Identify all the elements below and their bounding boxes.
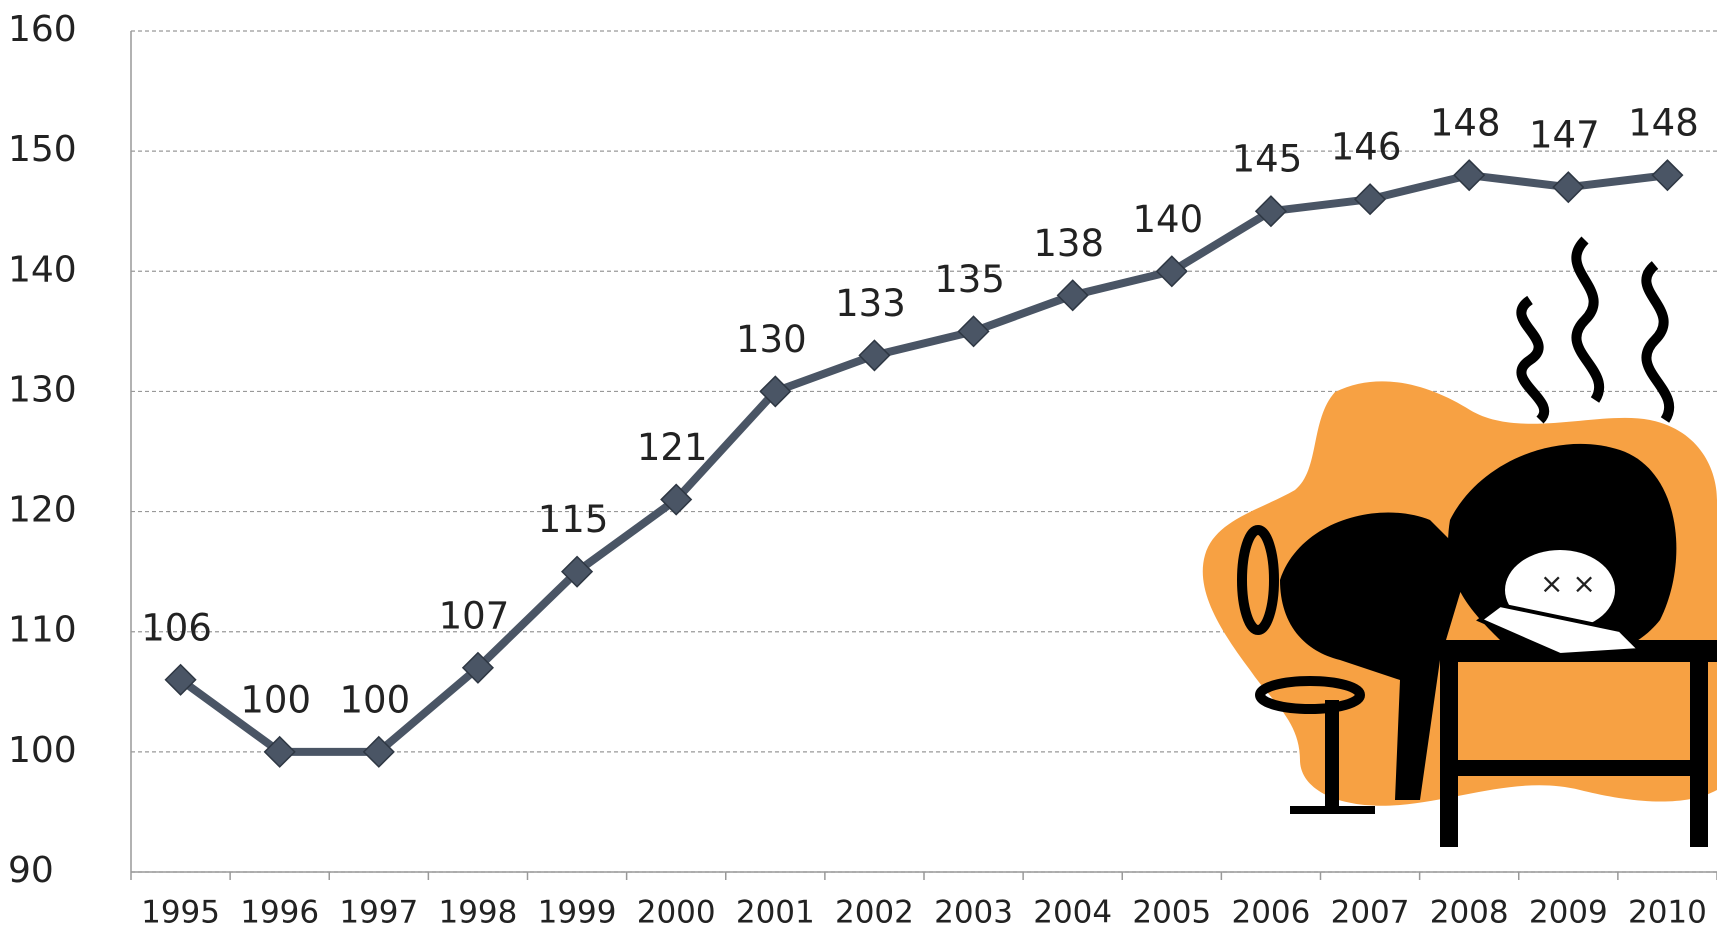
data-label: 100 <box>340 678 411 721</box>
data-label: 146 <box>1331 126 1402 169</box>
y-tick-label: 120 <box>8 490 77 531</box>
x-tick-label: 2009 <box>1529 895 1608 931</box>
data-label: 107 <box>439 594 510 637</box>
data-point <box>263 735 296 768</box>
y-tick-label: 100 <box>8 730 77 771</box>
data-point <box>1056 279 1089 312</box>
y-tick-label: 150 <box>8 129 77 170</box>
x-tick-label: 2005 <box>1132 895 1211 931</box>
data-point <box>164 663 197 696</box>
data-label: 147 <box>1529 114 1600 157</box>
data-point <box>1552 171 1585 204</box>
data-line <box>178 171 1668 756</box>
data-point <box>1453 159 1486 192</box>
x-tick-label: 2002 <box>835 895 914 931</box>
x-tick-label: 2001 <box>736 895 815 931</box>
x-tick-label: 1999 <box>538 895 617 931</box>
data-point <box>759 375 792 408</box>
data-label: 145 <box>1232 138 1303 181</box>
data-label: 148 <box>1628 102 1699 145</box>
data-point <box>660 483 693 516</box>
data-label: 148 <box>1430 102 1501 145</box>
data-label: 100 <box>240 678 311 721</box>
data-label: 106 <box>141 606 212 649</box>
data-point <box>858 339 891 372</box>
x-tick-label: 2000 <box>637 895 716 931</box>
svg-text:× ×: × × <box>1540 567 1596 600</box>
data-label: 115 <box>538 498 609 541</box>
data-label: 121 <box>637 426 708 469</box>
y-tick-label: 160 <box>8 9 77 50</box>
data-point <box>461 651 494 684</box>
y-tick-label: 90 <box>8 850 54 891</box>
data-point <box>1254 195 1288 228</box>
x-tick-label: 2003 <box>934 895 1013 931</box>
data-label: 140 <box>1133 198 1204 241</box>
illustration: × × <box>1202 236 1717 847</box>
data-point <box>362 735 395 768</box>
y-tick-label: 110 <box>8 610 77 651</box>
x-tick-label: 2008 <box>1430 895 1509 931</box>
x-tick-label: 2010 <box>1628 895 1707 931</box>
y-tick-label: 140 <box>8 249 77 290</box>
data-point <box>561 555 594 588</box>
data-point <box>1651 159 1684 192</box>
y-tick-label: 130 <box>8 369 77 410</box>
data-label: 130 <box>736 318 807 361</box>
data-point <box>1155 255 1188 288</box>
x-tick-label: 1997 <box>339 895 418 931</box>
x-tick-label: 1998 <box>438 895 517 931</box>
x-tick-label: 1996 <box>240 895 319 931</box>
data-label: 133 <box>835 282 906 325</box>
x-tick-label: 2006 <box>1231 895 1310 931</box>
data-label: 138 <box>1033 222 1104 265</box>
data-point <box>1353 183 1387 216</box>
data-label: 135 <box>934 258 1005 301</box>
x-tick-label: 2004 <box>1033 895 1112 931</box>
x-tick-label: 1995 <box>141 895 220 931</box>
data-point <box>957 315 990 348</box>
x-tick-label: 2007 <box>1331 895 1410 931</box>
